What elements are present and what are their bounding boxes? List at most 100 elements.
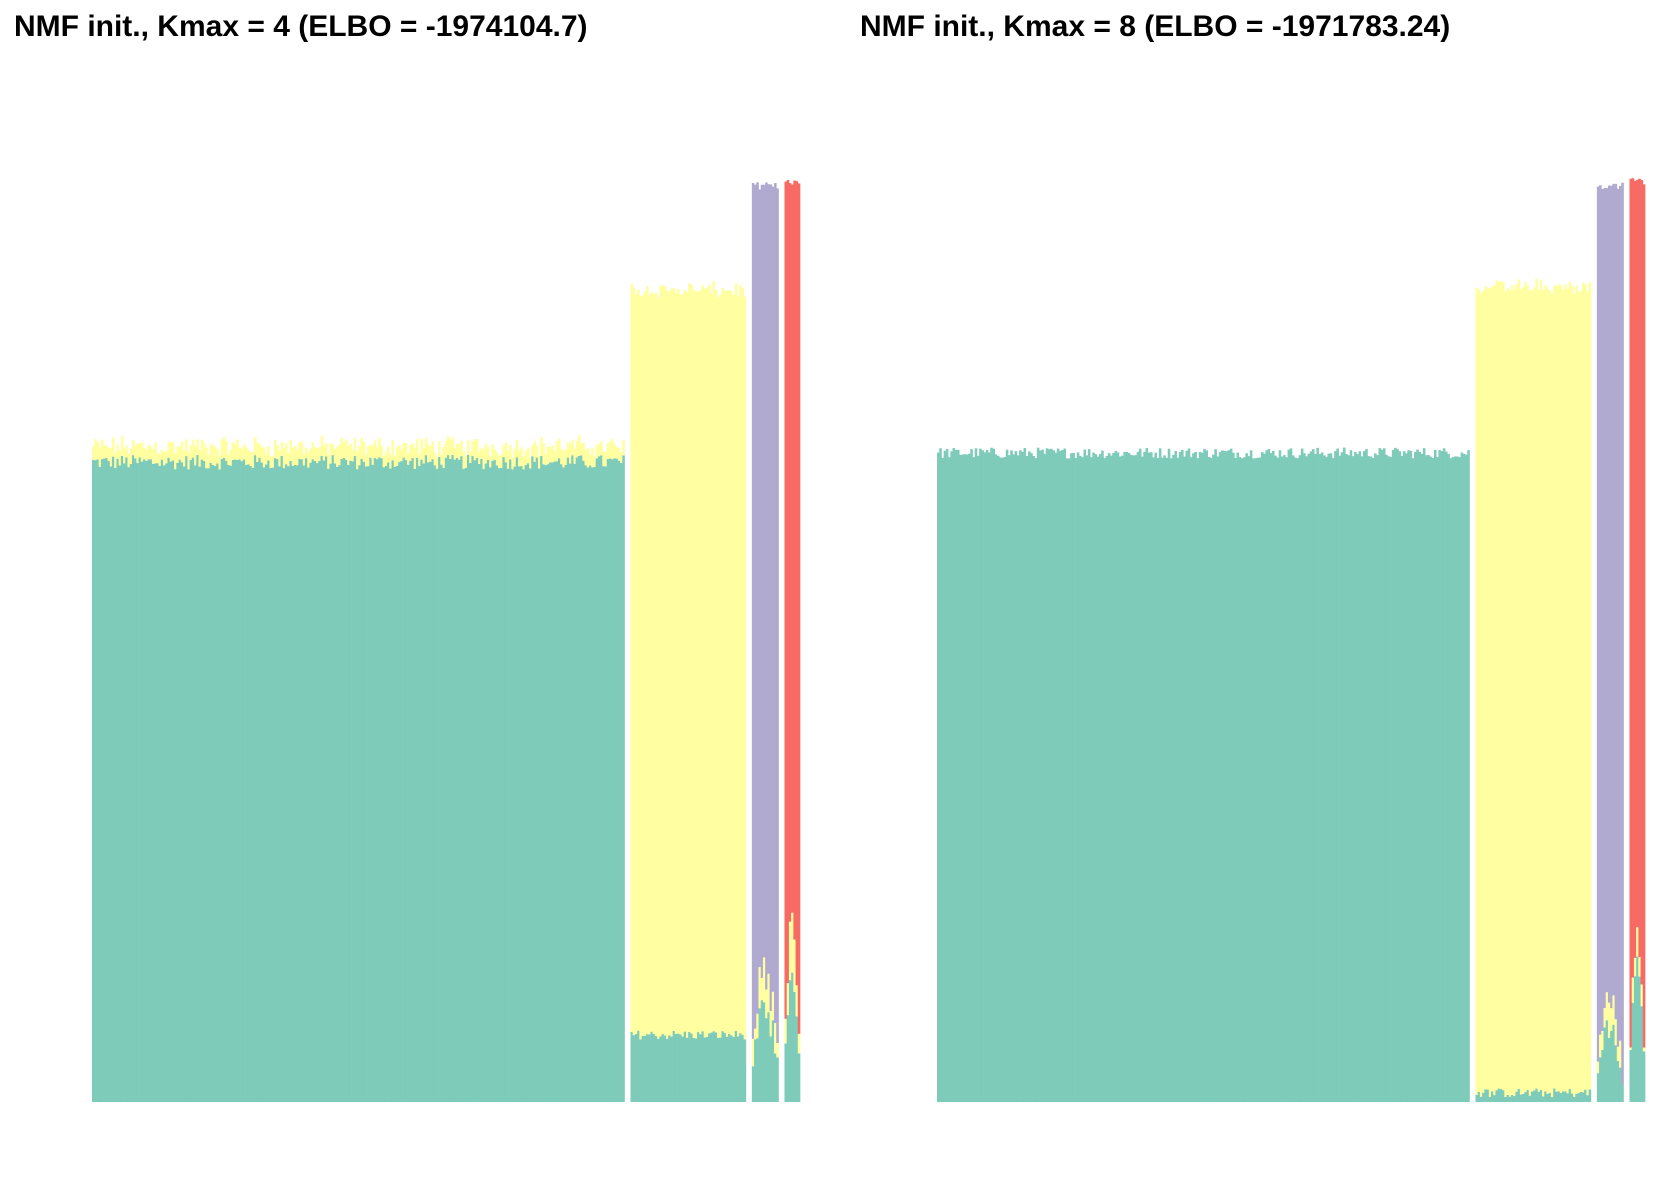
bar-segment-teal [1411, 458, 1415, 1103]
bar-segment-yellow [564, 449, 568, 465]
bar-segment-teal [240, 461, 244, 1103]
bar-segment-purple [769, 184, 773, 1012]
bar-segment-teal [1358, 451, 1362, 1103]
bar-segment-teal [1165, 457, 1169, 1102]
bar-segment-yellow [1517, 279, 1521, 1089]
bar-segment-teal [429, 461, 432, 1102]
bar-segment-yellow [557, 438, 561, 459]
bar-segment-yellow [643, 291, 647, 1036]
bar-segment-teal [611, 459, 614, 1102]
bar-segment-red [1629, 178, 1633, 1048]
bar-segment-yellow [743, 296, 747, 1040]
bar-segment-teal [1449, 458, 1453, 1102]
bar-segment-teal [1438, 450, 1441, 1102]
bar-segment-teal [537, 468, 541, 1102]
bar-segment-teal [207, 468, 210, 1102]
bar-segment-yellow [125, 445, 128, 458]
bar-segment-teal [1491, 1091, 1494, 1102]
bar-segment-teal [692, 1038, 696, 1102]
bar-segment-teal [1234, 458, 1237, 1102]
bar-segment-yellow [313, 447, 317, 461]
bar-segment-teal [1114, 450, 1118, 1102]
bar-segment-yellow [351, 450, 355, 462]
bar-segment-yellow [158, 454, 162, 466]
bar-segment-teal [1196, 458, 1200, 1102]
bar-segment-yellow [1537, 289, 1541, 1092]
structure-plot-kmax-4 [92, 180, 801, 1103]
bar-segment-yellow [398, 444, 401, 463]
bar-segment-red [797, 183, 801, 1034]
bar-segment-teal [1003, 456, 1007, 1102]
bar-segment-teal [1240, 458, 1244, 1102]
bar-segment-teal [316, 463, 319, 1103]
bar-segment-yellow [1573, 294, 1576, 1097]
bar-segment-yellow [116, 444, 119, 459]
bar-segment-yellow [725, 290, 729, 1037]
bar-segment-yellow [767, 973, 770, 1013]
bar-segment-yellow [424, 437, 428, 456]
bar-segment-yellow [690, 284, 693, 1034]
bar-segment-yellow [797, 1033, 801, 1054]
bar-segment-teal [1586, 1095, 1589, 1102]
bar-segment-teal [1243, 457, 1246, 1102]
bar-segment-teal [296, 465, 299, 1102]
bar-segment-yellow [1491, 286, 1494, 1092]
bar-segment-yellow [491, 444, 494, 461]
bar-segment-teal [236, 459, 239, 1102]
bar-segment-yellow [309, 448, 312, 463]
bar-segment-yellow [694, 291, 698, 1039]
bar-segment-yellow [327, 454, 330, 469]
bar-segment-teal [1378, 448, 1382, 1103]
bar-segment-yellow [169, 442, 173, 462]
bar-segment-yellow [566, 442, 570, 458]
bar-segment-teal [1096, 456, 1100, 1102]
bar-segment-teal [970, 449, 973, 1102]
bar-segment-teal [1225, 451, 1228, 1103]
bar-segment-yellow [728, 289, 731, 1034]
bar-segment-teal [362, 461, 366, 1102]
bar-segment-teal [1522, 1093, 1525, 1102]
bar-segment-yellow [1610, 1008, 1613, 1031]
bar-segment-teal [118, 465, 122, 1102]
bar-segment-teal [560, 464, 563, 1102]
bar-segment-teal [544, 465, 548, 1102]
bar-segment-teal [1619, 1067, 1622, 1102]
bar-segment-yellow [1557, 284, 1561, 1092]
bar-segment-teal [620, 462, 623, 1102]
bar-segment-yellow [411, 443, 415, 459]
bar-segment-yellow [517, 450, 521, 467]
bar-segment-yellow [602, 451, 605, 467]
bar-segment-teal [340, 458, 344, 1102]
bar-segment-teal [1506, 1094, 1510, 1102]
bar-segment-yellow [1484, 286, 1487, 1090]
bar-segment-teal [1238, 457, 1242, 1103]
bar-segment-teal [1445, 451, 1448, 1102]
bar-segment-teal [961, 454, 964, 1102]
bar-segment-teal [988, 452, 991, 1103]
bar-segment-teal [1203, 449, 1206, 1102]
bar-segment-yellow [1502, 281, 1505, 1091]
bar-segment-teal [1351, 456, 1355, 1102]
bar-segment-yellow [242, 444, 246, 460]
bar-segment-teal [165, 463, 168, 1102]
bar-segment-teal [1440, 451, 1444, 1102]
bar-segment-teal [650, 1031, 654, 1102]
bar-segment-teal [1456, 456, 1459, 1103]
bar-segment-yellow [573, 448, 577, 464]
bar-segment-teal [349, 460, 352, 1102]
bar-segment-yellow [114, 452, 117, 468]
bar-segment-teal [1414, 451, 1417, 1102]
bar-segment-yellow [427, 444, 430, 463]
bar-segment-yellow [784, 1018, 788, 1044]
bar-segment-teal [1638, 976, 1641, 1102]
bar-segment-teal [231, 459, 235, 1102]
bar-segment-teal [1098, 454, 1102, 1102]
bar-segment-yellow [387, 446, 390, 463]
bar-segment-teal [963, 454, 967, 1102]
bar-segment-teal [1502, 1090, 1505, 1102]
bar-segment-yellow [1586, 291, 1589, 1096]
bar-segment-teal [435, 468, 439, 1102]
bar-segment-teal [1599, 1057, 1602, 1102]
bar-segment-teal [557, 458, 561, 1103]
bar-segment-teal [1325, 456, 1328, 1103]
